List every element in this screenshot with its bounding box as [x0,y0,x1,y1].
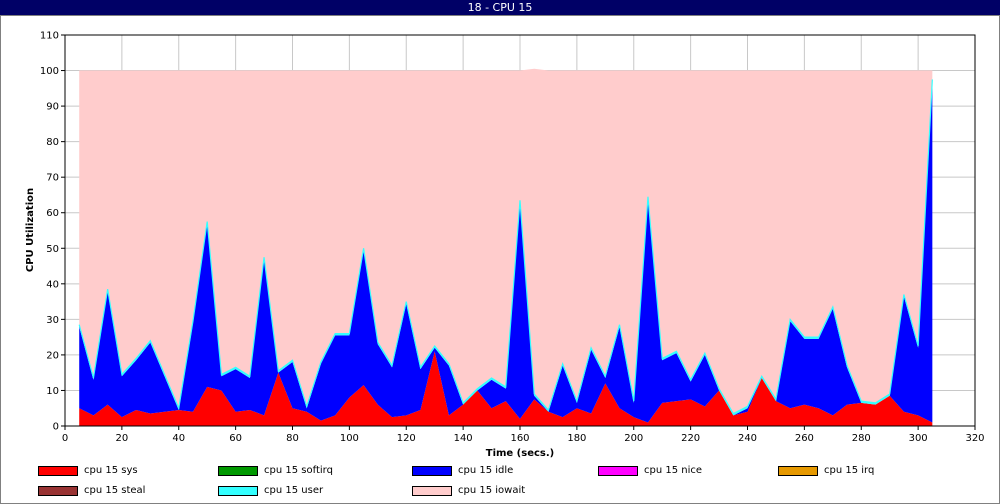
legend-item: cpu 15 softirq [218,464,398,478]
y-axis-title: CPU Utilization [25,188,36,272]
legend-swatch [598,466,638,476]
legend-item: cpu 15 sys [38,464,218,478]
area-cpu-15-sys [79,351,933,426]
y-tick-label: 50 [46,244,59,255]
y-tick-label: 40 [46,279,59,290]
window-title-bar: 18 - CPU 15 [0,0,1000,15]
y-tick-label: 20 [46,350,59,361]
legend-swatch [38,466,78,476]
y-tick-label: 90 [46,102,59,113]
x-tick-label: 60 [229,433,242,444]
area-cpu-15-iowait [79,68,933,414]
legend-label: cpu 15 irq [824,465,875,476]
y-tick-label: 100 [40,66,59,77]
legend-label: cpu 15 iowait [458,485,526,496]
cpu-utilization-chart: 0 10 20 30 40 50 60 70 80 90 100 110 0 20 40 60 80 100 120… [25,31,985,460]
x-tick-label: 20 [116,433,129,444]
axis-ticks: 0 10 20 30 40 50 60 70 80 90 100 110 0 20 40 60 80 100 120… [40,31,985,445]
chart-areas [78,68,933,426]
legend-swatch [412,466,452,476]
legend-item: cpu 15 irq [778,464,958,478]
y-tick-label: 60 [46,208,59,219]
legend-item: cpu 15 user [218,484,398,498]
x-tick-label: 100 [340,433,359,444]
legend-item: cpu 15 nice [598,464,778,478]
legend-label: cpu 15 sys [84,465,138,476]
legend-label: cpu 15 nice [644,465,703,476]
legend-swatch [778,466,818,476]
x-tick-label: 40 [172,433,185,444]
x-axis-title: Time (secs.) [486,448,555,459]
x-tick-label: 140 [454,433,473,444]
legend-item: cpu 15 steal [38,484,218,498]
legend-swatch [218,466,258,476]
y-tick-label: 110 [40,31,59,42]
legend-label: cpu 15 steal [84,485,146,496]
legend-swatch [218,486,258,496]
x-tick-label: 320 [965,433,984,444]
legend-label: cpu 15 idle [458,465,514,476]
x-tick-label: 260 [795,433,814,444]
x-tick-label: 0 [62,433,68,444]
y-tick-label: 80 [46,137,59,148]
x-tick-label: 120 [397,433,416,444]
legend-item: cpu 15 iowait [412,484,592,498]
legend-label: cpu 15 user [264,485,324,496]
x-tick-label: 280 [852,433,871,444]
area-cpu-15-idle [79,81,933,423]
y-tick-label: 30 [46,315,59,326]
y-tick-label: 70 [46,173,59,184]
legend-swatch [412,486,452,496]
x-tick-label: 80 [286,433,299,444]
x-tick-label: 200 [624,433,643,444]
x-tick-label: 300 [909,433,928,444]
y-tick-label: 10 [46,386,59,397]
line-cpu-15-user [78,79,933,415]
x-tick-label: 160 [510,433,529,444]
chart-legend: cpu 15 sys cpu 15 softirq cpu 15 idle cpu 1… [0,462,1000,502]
x-tick-label: 220 [681,433,700,444]
legend-swatch [38,486,78,496]
legend-item: cpu 15 idle [412,464,592,478]
y-tick-label: 0 [53,422,59,433]
window-title: 18 - CPU 15 [467,1,533,14]
x-tick-label: 240 [738,433,757,444]
legend-label: cpu 15 softirq [264,465,333,476]
x-tick-label: 180 [567,433,586,444]
